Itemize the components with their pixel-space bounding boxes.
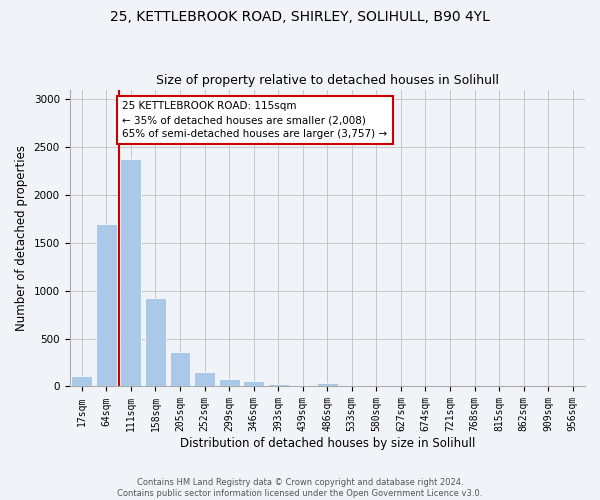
Bar	[121, 158, 142, 386]
Bar	[218, 379, 239, 386]
Bar	[243, 381, 264, 386]
Bar	[268, 384, 289, 386]
Bar	[145, 298, 166, 386]
Bar	[170, 352, 190, 386]
Title: Size of property relative to detached houses in Solihull: Size of property relative to detached ho…	[156, 74, 499, 87]
Y-axis label: Number of detached properties: Number of detached properties	[15, 145, 28, 331]
Text: 25, KETTLEBROOK ROAD, SHIRLEY, SOLIHULL, B90 4YL: 25, KETTLEBROOK ROAD, SHIRLEY, SOLIHULL,…	[110, 10, 490, 24]
X-axis label: Distribution of detached houses by size in Solihull: Distribution of detached houses by size …	[179, 437, 475, 450]
Text: 25 KETTLEBROOK ROAD: 115sqm
← 35% of detached houses are smaller (2,008)
65% of : 25 KETTLEBROOK ROAD: 115sqm ← 35% of det…	[122, 101, 388, 139]
Bar	[194, 372, 215, 386]
Bar	[317, 383, 338, 386]
Bar	[96, 224, 117, 386]
Bar	[71, 376, 92, 386]
Text: Contains HM Land Registry data © Crown copyright and database right 2024.
Contai: Contains HM Land Registry data © Crown c…	[118, 478, 482, 498]
